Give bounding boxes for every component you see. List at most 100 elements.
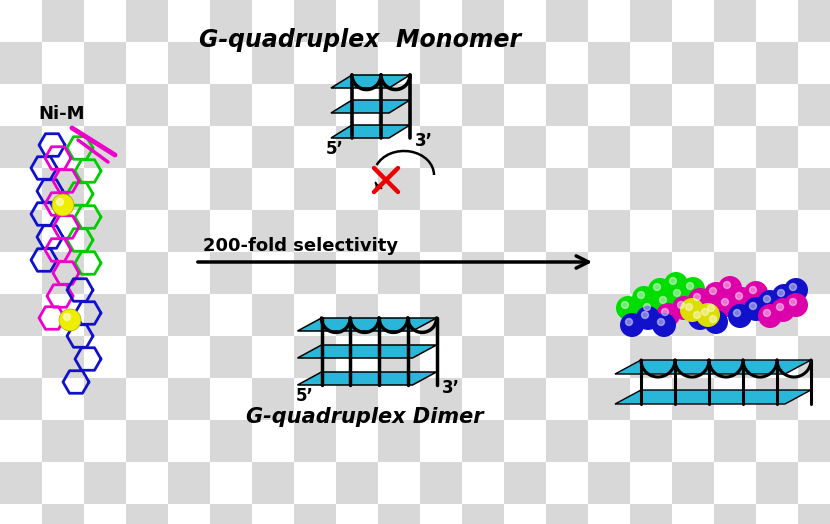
- Bar: [714, 420, 756, 462]
- Bar: [168, 252, 210, 294]
- Circle shape: [664, 272, 688, 296]
- Bar: [672, 84, 714, 126]
- Polygon shape: [615, 390, 811, 404]
- Bar: [756, 420, 798, 462]
- Bar: [210, 378, 252, 420]
- Circle shape: [758, 304, 782, 328]
- Bar: [672, 126, 714, 168]
- Bar: [42, 252, 84, 294]
- Bar: [126, 126, 168, 168]
- Bar: [168, 378, 210, 420]
- Bar: [588, 84, 630, 126]
- Bar: [462, 84, 504, 126]
- Bar: [630, 336, 672, 378]
- Circle shape: [724, 281, 730, 289]
- Circle shape: [701, 309, 709, 315]
- Circle shape: [749, 302, 756, 310]
- Circle shape: [636, 306, 660, 330]
- Bar: [252, 168, 294, 210]
- Bar: [378, 210, 420, 252]
- Circle shape: [728, 304, 752, 328]
- Circle shape: [730, 287, 754, 311]
- Bar: [378, 0, 420, 42]
- Circle shape: [637, 291, 645, 299]
- Text: 5’: 5’: [295, 387, 314, 405]
- Bar: [336, 378, 378, 420]
- Circle shape: [673, 289, 681, 297]
- Polygon shape: [297, 345, 437, 358]
- Bar: [462, 336, 504, 378]
- Bar: [756, 504, 798, 524]
- Bar: [504, 210, 546, 252]
- Bar: [462, 420, 504, 462]
- Circle shape: [672, 296, 696, 320]
- Bar: [798, 378, 830, 420]
- Circle shape: [654, 291, 678, 315]
- Bar: [294, 84, 336, 126]
- Bar: [42, 168, 84, 210]
- Bar: [0, 168, 42, 210]
- Circle shape: [686, 303, 692, 311]
- Bar: [588, 126, 630, 168]
- Polygon shape: [297, 372, 437, 385]
- Bar: [462, 378, 504, 420]
- Bar: [378, 252, 420, 294]
- Bar: [798, 294, 830, 336]
- Bar: [168, 504, 210, 524]
- Bar: [210, 42, 252, 84]
- Bar: [84, 504, 126, 524]
- Circle shape: [64, 313, 71, 321]
- Bar: [420, 168, 462, 210]
- Circle shape: [653, 283, 661, 290]
- Bar: [378, 504, 420, 524]
- Bar: [0, 378, 42, 420]
- Bar: [546, 252, 588, 294]
- Circle shape: [772, 284, 796, 308]
- Bar: [546, 462, 588, 504]
- Bar: [84, 462, 126, 504]
- Text: Ni-M: Ni-M: [39, 105, 85, 123]
- Bar: [0, 336, 42, 378]
- Bar: [588, 420, 630, 462]
- Bar: [378, 336, 420, 378]
- Bar: [168, 462, 210, 504]
- Bar: [252, 126, 294, 168]
- Bar: [210, 420, 252, 462]
- Circle shape: [620, 313, 644, 337]
- Bar: [714, 462, 756, 504]
- Bar: [84, 336, 126, 378]
- Bar: [126, 210, 168, 252]
- Bar: [672, 0, 714, 42]
- Circle shape: [681, 277, 705, 301]
- Bar: [378, 420, 420, 462]
- Circle shape: [694, 293, 701, 300]
- Bar: [336, 420, 378, 462]
- Bar: [0, 504, 42, 524]
- Bar: [336, 168, 378, 210]
- Circle shape: [662, 309, 668, 315]
- Circle shape: [710, 288, 716, 294]
- Bar: [126, 462, 168, 504]
- Bar: [420, 462, 462, 504]
- Circle shape: [744, 281, 768, 305]
- Circle shape: [710, 315, 716, 322]
- Bar: [756, 336, 798, 378]
- Bar: [714, 0, 756, 42]
- Text: 3’: 3’: [415, 132, 433, 150]
- Circle shape: [643, 303, 651, 311]
- Bar: [630, 84, 672, 126]
- Bar: [462, 0, 504, 42]
- Circle shape: [656, 303, 680, 327]
- Bar: [168, 42, 210, 84]
- Bar: [756, 294, 798, 336]
- Bar: [504, 126, 546, 168]
- Bar: [546, 336, 588, 378]
- Bar: [84, 420, 126, 462]
- Bar: [462, 126, 504, 168]
- Bar: [0, 84, 42, 126]
- Bar: [168, 336, 210, 378]
- Circle shape: [642, 311, 648, 319]
- Bar: [294, 420, 336, 462]
- Bar: [672, 462, 714, 504]
- Bar: [0, 420, 42, 462]
